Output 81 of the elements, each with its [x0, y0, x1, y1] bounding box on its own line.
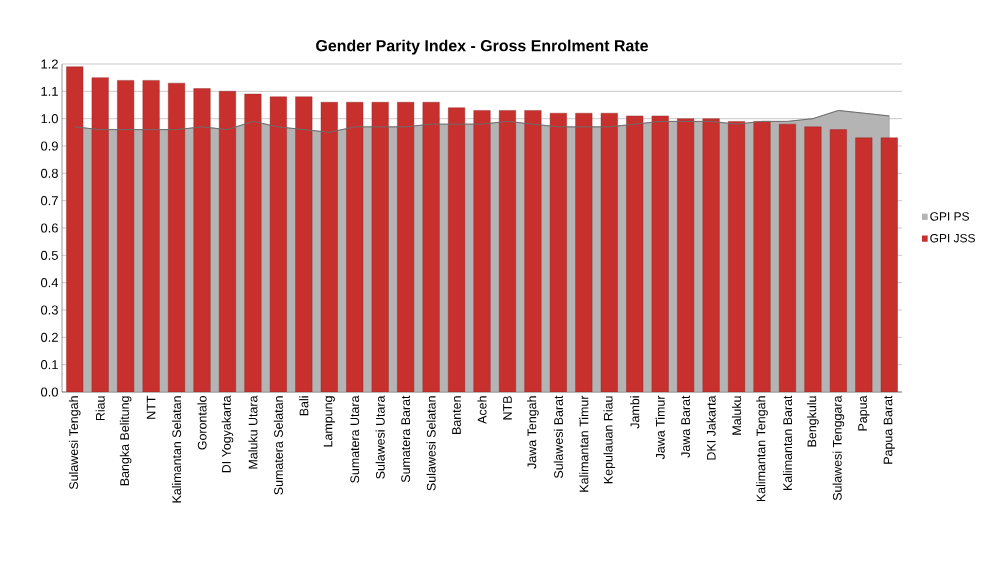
bar: [473, 110, 491, 392]
x-tick-label: Papua Barat: [883, 395, 895, 464]
bar: [753, 121, 771, 392]
bar: [626, 115, 644, 392]
y-tick-label: 0.3: [40, 305, 58, 315]
bar: [651, 115, 669, 392]
bar: [117, 80, 135, 392]
x-tick-label: Bangka Belitung: [119, 396, 132, 486]
bar: [549, 113, 567, 392]
x-tick-label: NTB: [503, 396, 512, 420]
x-tick-label: DKI Jakarta: [706, 395, 716, 460]
bar: [600, 113, 618, 392]
x-tick-label: Sulawesi Utara: [375, 395, 385, 479]
x-tick-label: Jawa Barat: [681, 395, 690, 458]
x-tick-label: NTT: [146, 395, 156, 419]
bar: [346, 102, 364, 392]
bar: [702, 118, 720, 392]
bar: [193, 88, 211, 392]
bar: [371, 102, 389, 392]
x-tick-label: Papua: [858, 395, 870, 431]
y-tick-label: 0.4: [40, 278, 59, 288]
x-tick-label: Sumatera Barat: [401, 395, 411, 483]
bar: [218, 91, 236, 392]
x-tick-label: Sumatera Utara: [350, 395, 360, 483]
legend-label: GPI JSS: [930, 233, 975, 243]
bar: [397, 102, 415, 392]
bar: [829, 129, 847, 392]
bar: [778, 123, 796, 392]
bar: [422, 102, 440, 392]
x-tick-label: Kalimantan Timur: [579, 395, 589, 492]
x-tick-label: DI Yogyakarta: [221, 395, 234, 473]
x-tick-label: Jawa Timur: [655, 395, 665, 460]
y-tick-label: 0.2: [40, 332, 58, 342]
x-tick-label: Sumatera Selatan: [273, 396, 283, 495]
y-tick-label: 0.0: [40, 387, 58, 397]
x-tick-label: Aceh: [477, 396, 487, 424]
x-tick-label: Bali: [299, 396, 309, 416]
x-tick-label: Sulawesi Tenggara: [832, 395, 845, 501]
x-tick-label: Sulawesi Selatan: [426, 396, 436, 491]
bar: [677, 118, 695, 392]
y-tick-label: 1.2: [41, 59, 58, 69]
bar: [498, 110, 516, 392]
x-tick-label: Bengkulu: [807, 396, 819, 447]
bar: [244, 93, 262, 392]
legend-label: GPI PS: [930, 212, 969, 221]
bar: [142, 80, 160, 392]
bar: [448, 107, 466, 392]
x-tick-label: Jawa Tengah: [527, 396, 539, 469]
chart-title: Gender Parity Index - Gross Enrolment Rate: [316, 39, 648, 55]
bar: [295, 96, 313, 392]
x-tick-label: Sulawesi Barat: [553, 395, 563, 479]
x-tick-label: Riau: [95, 396, 105, 421]
x-tick-label: Gorontalo: [197, 396, 207, 450]
x-tick-label: Banten: [452, 396, 461, 434]
bar: [269, 96, 287, 392]
y-tick-label: 1.1: [41, 86, 58, 96]
y-tick-label: 1.0: [41, 114, 58, 124]
x-tick-label: Maluku Utara: [248, 395, 258, 469]
bar: [91, 77, 109, 392]
x-tick-label: Kepulauan Riau: [603, 396, 616, 484]
x-tick-label: Jambi: [630, 396, 640, 429]
y-tick-label: 0.7: [40, 196, 58, 206]
x-tick-label: Kalimantan Barat: [782, 395, 793, 491]
x-tick-label: Kalimantan Tengah: [756, 396, 768, 502]
y-tick-label: 0.1: [40, 360, 58, 370]
bar: [524, 110, 542, 392]
x-tick-label: Maluku: [731, 396, 742, 435]
bar: [320, 102, 338, 392]
bar: [168, 82, 186, 392]
bar: [728, 121, 746, 392]
bar: [880, 137, 898, 392]
bar: [804, 126, 822, 392]
y-tick-label: 0.8: [40, 168, 58, 178]
y-tick-label: 0.5: [40, 250, 58, 260]
bar: [66, 66, 84, 392]
x-tick-label: Sulawesi Tengah: [68, 396, 81, 490]
y-tick-label: 0.6: [40, 223, 58, 233]
x-tick-label: Lampung: [323, 396, 335, 447]
x-tick-label: Kalimantan Selatan: [171, 396, 182, 503]
y-tick-label: 0.9: [40, 141, 58, 151]
bar: [855, 137, 873, 392]
